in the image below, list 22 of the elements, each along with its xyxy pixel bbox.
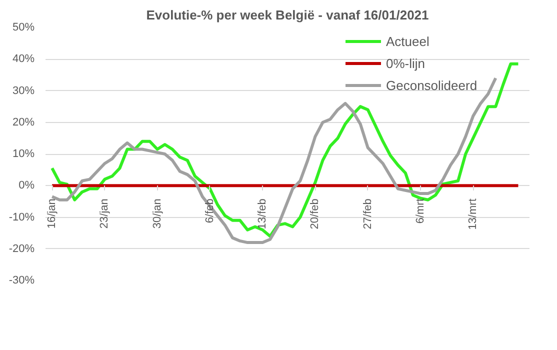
y-tick-label: 40% xyxy=(12,53,35,66)
x-tick-label: 13/feb xyxy=(256,198,269,230)
x-tick-label: 27/feb xyxy=(362,198,374,230)
legend-label: 0%-lijn xyxy=(386,56,426,70)
x-tick-label: 6/feb xyxy=(204,198,216,224)
x-tick-label: 6/mrt xyxy=(414,198,426,224)
chart-title: Evolutie-% per week België - vanaf 16/01/2021 xyxy=(146,8,429,22)
y-tick-label: 20% xyxy=(12,116,35,128)
y-tick-label: 30% xyxy=(12,84,35,97)
y-tick-label: -30% xyxy=(8,274,35,286)
y-tick-label: -10% xyxy=(8,211,35,224)
legend-label: Actueel xyxy=(386,34,430,48)
y-tick-label: -20% xyxy=(8,242,35,255)
y-tick-label: 50% xyxy=(12,22,35,34)
y-tick-label: 10% xyxy=(12,148,35,160)
y-tick-label: 0% xyxy=(18,180,35,192)
x-tick-label: 16/jan xyxy=(46,198,58,229)
x-tick-label: 30/jan xyxy=(151,198,164,229)
x-tick-label: 20/feb xyxy=(309,198,322,230)
x-tick-label: 23/jan xyxy=(98,198,111,229)
x-tick-label: 13/mrt xyxy=(467,198,480,230)
legend-label: Geconsolideerd xyxy=(386,78,478,92)
